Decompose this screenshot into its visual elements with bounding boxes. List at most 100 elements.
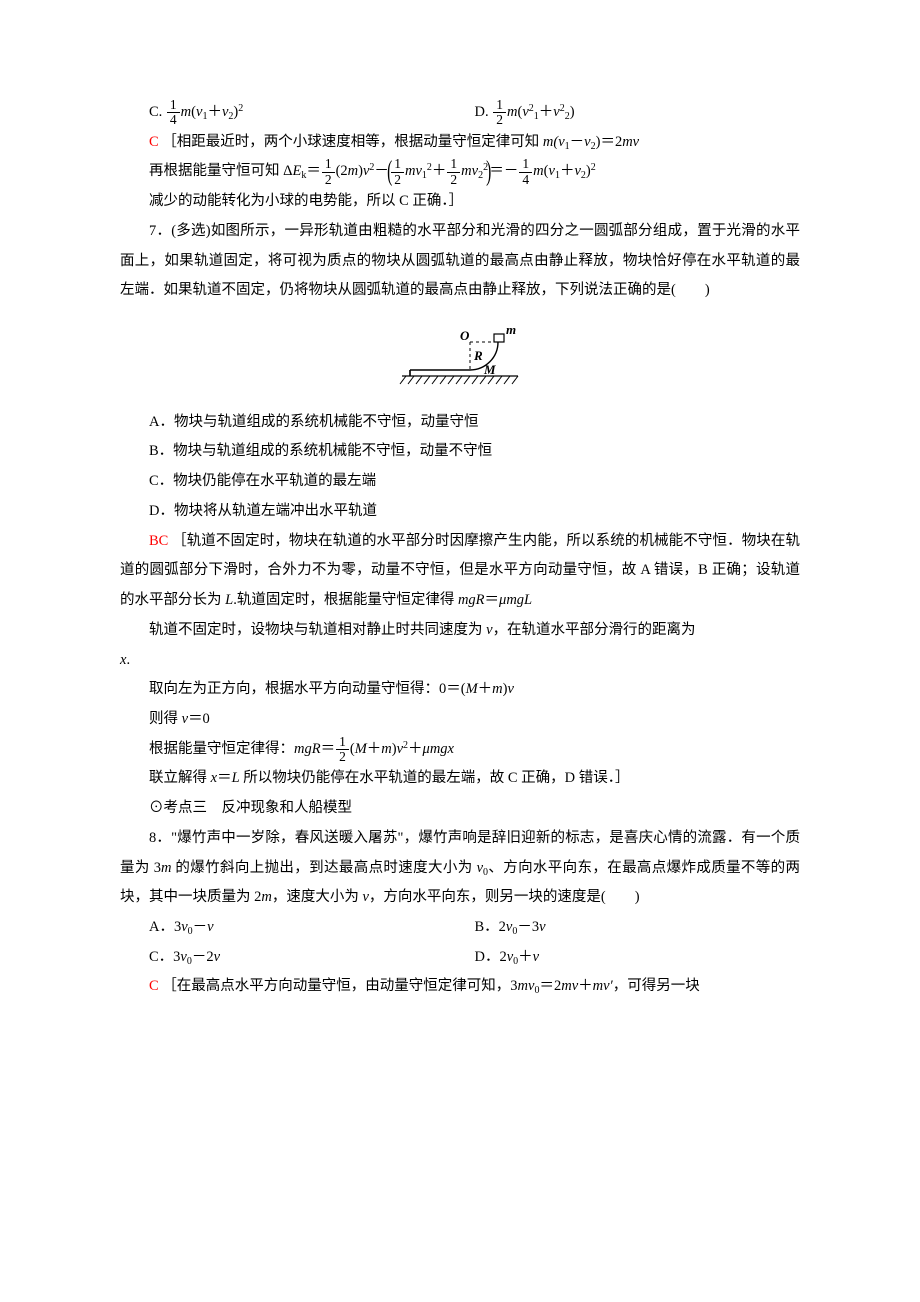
q6c-sq: 2 xyxy=(238,103,243,114)
q7-expl-e-pre: 根据能量守恒定律得： xyxy=(149,741,294,757)
q7-M: M xyxy=(466,681,478,697)
q6-e1-l: m(v xyxy=(543,134,565,150)
q7-expl-x-line: x. xyxy=(120,646,800,676)
q6-e2-mv2: mv xyxy=(461,163,478,179)
q8-stem: 8．"爆竹声中一岁除，春风送暖入屠苏"，爆竹声响是辞旧迎新的标志，是喜庆心情的流… xyxy=(120,824,800,913)
q6-e1-minus: － xyxy=(570,134,585,150)
q8b-v: v xyxy=(539,919,545,935)
q8-stem-b: 的爆竹斜向上抛出，到达最高点时速度大小为 xyxy=(171,860,476,876)
bracket-open: ［ xyxy=(162,134,177,150)
fraction-1-2-a: 12 xyxy=(322,157,335,186)
q7-option-d: D．物块将从轨道左端冲出水平轨道 xyxy=(120,497,800,527)
q6-answer-letter: C xyxy=(149,134,159,150)
label-R: R xyxy=(473,348,483,363)
q8a-pre: A．3 xyxy=(149,919,181,935)
q8-eq1: ＝2 xyxy=(539,978,561,994)
bracket-open-2: ［ xyxy=(172,533,187,549)
q8-answer-letter: C xyxy=(149,978,159,994)
q7-xL-r: L xyxy=(232,770,240,786)
big-paren-open: ( xyxy=(387,164,392,181)
q6d-prefix: D. xyxy=(475,104,489,120)
q7-L: L xyxy=(225,592,233,608)
q8-m2: m xyxy=(261,889,271,905)
q8d-mid: ＋ xyxy=(518,949,533,965)
q8a-v: v xyxy=(207,919,213,935)
q8-2mv: mv xyxy=(561,978,578,994)
q7-stem: 7．(多选)如图所示，一异形轨道由粗糙的水平部分和光滑的四分之一圆弧部分组成，置… xyxy=(120,217,800,306)
q7-mgR2: mgR xyxy=(294,741,321,757)
q6-options-row: C. 1 4 m(v1＋v2)2 D. 1 2 m(v21＋v22) xyxy=(120,98,800,128)
q6-answer-line2: 再根据能量守恒可知 ΔEk＝12(2m)v2－(12mv12＋12mv22)＝－… xyxy=(120,157,800,187)
fraction-1-2-b: 12 xyxy=(391,157,404,186)
fraction-1-4-b: 14 xyxy=(519,157,532,186)
q8-option-d: D．2v0＋v xyxy=(475,943,801,973)
q8-plus: ＋ xyxy=(578,978,593,994)
fraction-1-4: 1 4 xyxy=(167,98,180,127)
q7-xL-eq: ＝ xyxy=(217,770,232,786)
q8-mvprime-m: m xyxy=(593,978,603,994)
track-diagram: O m R M xyxy=(390,312,530,390)
q7-mgL: mgL xyxy=(506,592,532,608)
q8-option-c: C．3v0－2v xyxy=(149,943,475,973)
label-O: O xyxy=(460,328,470,343)
q8-stem-d: ，速度大小为 xyxy=(272,889,363,905)
q6-e2-pre: 再根据能量守恒可知 Δ xyxy=(149,163,292,179)
q8c-mid: －2 xyxy=(192,949,214,965)
q7-mgx: mgx xyxy=(430,741,454,757)
q6-option-d: D. 1 2 m(v21＋v22) xyxy=(475,98,801,128)
q6-e2-2m-open: (2 xyxy=(336,163,348,179)
fraction-1-2-c: 12 xyxy=(447,157,460,186)
page: C. 1 4 m(v1＋v2)2 D. 1 2 m(v21＋v22) C ［相距… xyxy=(0,0,920,1302)
q7-period: . xyxy=(126,652,130,668)
q7-expl-c-line: 取向左为正方向，根据水平方向动量守恒得：0＝(M＋m)v xyxy=(120,675,800,705)
q7-e-plus: ＋ xyxy=(367,741,382,757)
q7-expl-f-pre: 联立解得 xyxy=(149,770,211,786)
q6-e2-m: m xyxy=(348,163,358,179)
q8b-pre: B．2 xyxy=(475,919,506,935)
q7-v2: v xyxy=(508,681,514,697)
label-M: M xyxy=(483,362,496,377)
q6-e2-m2: m xyxy=(533,163,543,179)
q6-e1-close: )＝2 xyxy=(596,134,623,150)
q7-expl-c-pre: 取向左为正方向，根据水平方向动量守恒得：0＝( xyxy=(149,681,466,697)
q8-answer-line: C ［在最高点水平方向动量守恒，由动量守恒定律可知，3mv0＝2mv＋mv′，可… xyxy=(120,972,800,1002)
q6d-close: ) xyxy=(570,104,575,120)
q8-options-row1: A．3v0－v B．2v0－3v xyxy=(120,913,800,943)
q7-m: m xyxy=(492,681,502,697)
q6-e2-tplus: ＋ xyxy=(560,163,575,179)
q7-answer-block: BC ［轨道不固定时，物块在轨道的水平部分时因摩擦产生内能，所以系统的机械能不守… xyxy=(120,527,800,616)
q7-expl-d: 则得 xyxy=(149,711,182,727)
q6-e2-E: E xyxy=(292,163,301,179)
q7-e-plus2: ＋ xyxy=(408,741,423,757)
bracket-open-3: ［ xyxy=(162,978,177,994)
q7-answer-letters: BC xyxy=(149,533,168,549)
label-m: m xyxy=(506,322,516,337)
q6d-plus: ＋ xyxy=(539,104,554,120)
q7-expl-f-line: 联立解得 x＝L 所以物块仍能停在水平轨道的最左端，故 C 正确，D 错误．］ xyxy=(120,764,800,794)
q7-expl-b-line: 轨道不固定时，设物块与轨道相对静止时共同速度为 v，在轨道水平部分滑行的距离为 xyxy=(120,616,800,646)
q8-expl-pre: 在最高点水平方向动量守恒，由动量守恒定律可知，3 xyxy=(177,978,518,994)
q8-options-row2: C．3v0－2v D．2v0＋v xyxy=(120,943,800,973)
q8-stem-e: ，方向水平向东，则另一块的速度是( ) xyxy=(369,889,640,905)
q8d-pre: D．2 xyxy=(475,949,507,965)
q6-e2-inplus: ＋ xyxy=(432,163,447,179)
q6-option-c: C. 1 4 m(v1＋v2)2 xyxy=(149,98,475,128)
big-paren-close: ) xyxy=(486,164,491,181)
fraction-1-2: 1 2 xyxy=(493,98,506,127)
q7-expl-b: 轨道不固定时，设物块与轨道相对静止时共同速度为 xyxy=(149,622,486,638)
q6-e1-mv: mv xyxy=(622,134,639,150)
q7-expl-e-line: 根据能量守恒定律得：mgR＝12(M＋m)v2＋μmgx xyxy=(120,735,800,765)
q7-eqa-eq: ＝ xyxy=(485,592,500,608)
q7-option-b: B．物块与轨道组成的系统机械能不守恒，动量不守恒 xyxy=(120,437,800,467)
q6-e2-mv1: mv xyxy=(405,163,422,179)
keypoint-3: ⊙考点三 反冲现象和人船模型 xyxy=(120,794,800,824)
q7-expl-a-tail: .轨道固定时，根据能量守恒定律得 xyxy=(233,592,458,608)
q7-M2: M xyxy=(355,741,367,757)
q7-figure: O m R M xyxy=(120,306,800,408)
q8c-v: v xyxy=(214,949,220,965)
q8-vprime: v′ xyxy=(603,978,613,994)
q6-answer-line3: 减少的动能转化为小球的电势能，所以 C 正确．］ xyxy=(120,187,800,217)
q6-answer-line1: C ［相距最近时，两个小球速度相等，根据动量守恒定律可知 m(v1－v2)＝2m… xyxy=(120,128,800,158)
q6-e2-eq2: ＝－ xyxy=(489,163,518,179)
q7-e-eq: ＝ xyxy=(321,741,336,757)
